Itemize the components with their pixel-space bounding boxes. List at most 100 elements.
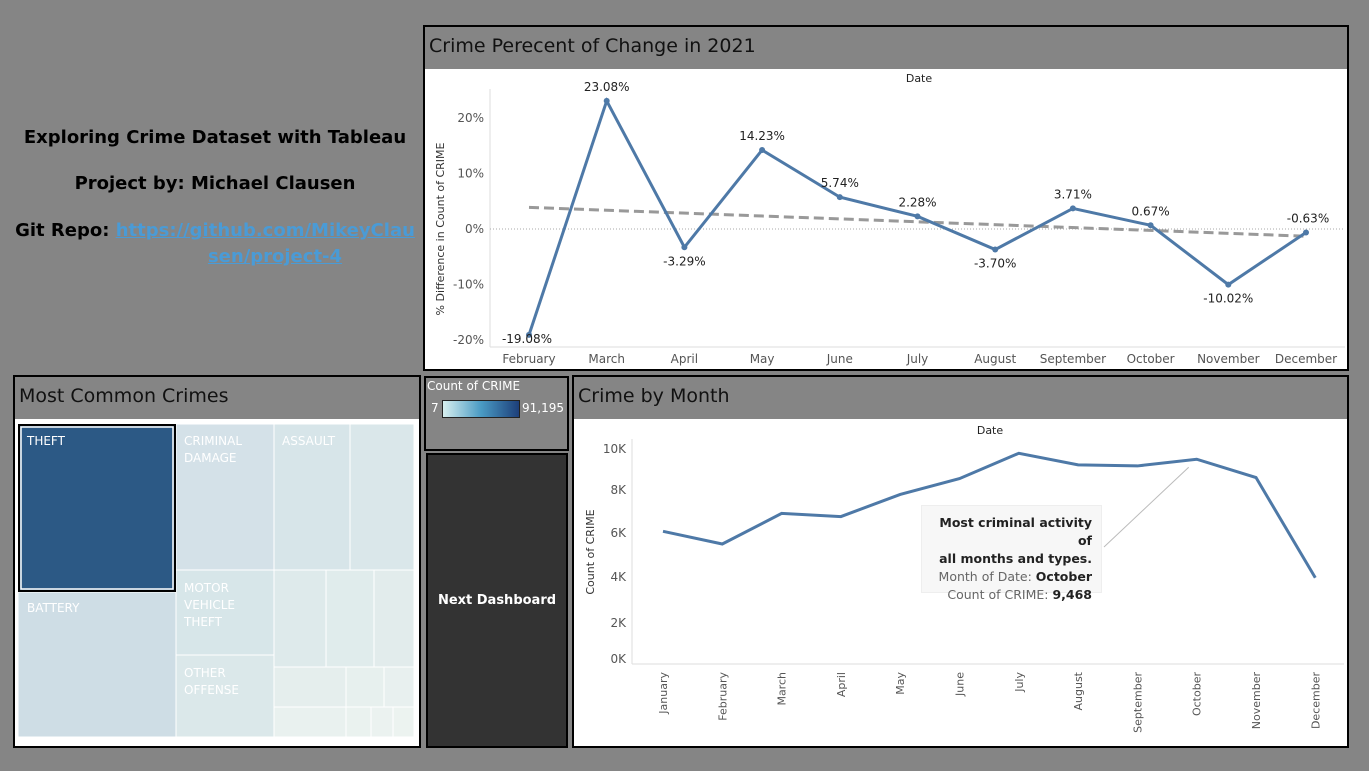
- tooltip-month-key: Month of Date:: [938, 569, 1036, 584]
- tooltip-line1: Most criminal activity of: [939, 515, 1092, 548]
- repo-label: Git Repo:: [15, 220, 116, 241]
- change-y-tick: 20%: [457, 111, 484, 125]
- month-y-tick: 10K: [603, 442, 627, 456]
- change-point: [992, 246, 999, 253]
- treemap-label-battery[interactable]: BATTERY: [27, 601, 80, 615]
- treemap-cell: [273, 706, 347, 738]
- change-y-tick: 0%: [465, 222, 484, 236]
- treemap-cell: [383, 666, 415, 708]
- month-x-tick: March: [776, 672, 789, 706]
- treemap-cell-other-offense: [175, 654, 275, 738]
- legend-title: Count of CRIME: [427, 379, 521, 393]
- change-data-label: -10.02%: [1203, 292, 1253, 306]
- change-data-label: 23.08%: [584, 80, 630, 94]
- tooltip-line2: all months and types.: [939, 551, 1092, 566]
- treemap-cell-motor-vehicle-theft: [175, 569, 275, 656]
- change-data-label: 5.74%: [821, 176, 859, 190]
- month-series-line: [662, 451, 1317, 579]
- change-point: [1147, 222, 1154, 229]
- month-x-tick: February: [716, 672, 729, 721]
- change-y-tick: -10%: [453, 278, 484, 292]
- month-x-tick: July: [1013, 672, 1026, 693]
- change-chart-title: Crime Perecent of Change in 2021: [425, 27, 1347, 69]
- tooltip: Most criminal activity of all months and…: [921, 505, 1102, 602]
- change-x-tick: March: [588, 352, 625, 366]
- next-dashboard-button[interactable]: Next Dashboard: [426, 453, 568, 748]
- month-x-tick: September: [1131, 672, 1144, 733]
- treemap-selection-outline: [18, 424, 176, 592]
- treemap-cell: [273, 569, 327, 668]
- treemap-label-motor-vehicle-theft[interactable]: MOTOR VEHICLE THEFT: [184, 581, 235, 629]
- change-data-label: -19.08%: [502, 332, 552, 346]
- change-x-tick: February: [502, 352, 555, 366]
- change-data-label: -0.63%: [1287, 211, 1329, 225]
- tooltip-connector-line: [1103, 466, 1190, 548]
- change-x-tick: June: [826, 352, 853, 366]
- tooltip-count-key: Count of CRIME:: [947, 587, 1053, 602]
- change-y-tick: -20%: [453, 333, 484, 347]
- treemap-cell-battery: [17, 591, 177, 738]
- month-y-tick: 2K: [610, 616, 627, 630]
- change-x-tick: May: [750, 352, 775, 366]
- change-chart-panel: [423, 25, 1349, 371]
- repo-link[interactable]: https://github.com/MikeyClau: [115, 220, 415, 241]
- tooltip-count-value: 9,468: [1052, 587, 1092, 602]
- month-y-axis-label: Count of CRIME: [584, 509, 597, 594]
- change-axis-top-label: Date: [906, 72, 933, 85]
- repo-link-continued[interactable]: sen/project-4: [207, 246, 343, 267]
- change-y-tick: 10%: [457, 167, 484, 181]
- month-chart-title: Crime by Month: [574, 377, 1347, 419]
- treemap-label-criminal-damage[interactable]: CRIMINAL DAMAGE: [184, 434, 243, 465]
- treemap-title: Most Common Crimes: [15, 377, 419, 419]
- legend-max: 91,195: [522, 401, 564, 415]
- change-data-label: 2.28%: [898, 195, 936, 209]
- tooltip-month-value: October: [1035, 569, 1092, 584]
- change-point: [1069, 205, 1076, 212]
- change-data-label: 0.67%: [1132, 204, 1170, 218]
- change-trend-line: [528, 205, 1307, 238]
- change-point: [526, 331, 532, 338]
- treemap-cell-criminal-damage: [175, 423, 275, 571]
- change-x-tick: November: [1197, 352, 1259, 366]
- change-data-label: -3.70%: [974, 257, 1016, 271]
- treemap-cell: [345, 666, 385, 708]
- month-x-tick: August: [1072, 671, 1085, 710]
- change-point: [836, 194, 843, 201]
- change-data-label: 14.23%: [739, 129, 785, 143]
- change-point: [681, 244, 688, 251]
- month-x-tick: October: [1191, 672, 1204, 716]
- crime-treemap: [17, 423, 415, 738]
- color-legend: Count of CRIME 7 91,195: [424, 376, 569, 451]
- treemap-cell: [345, 706, 372, 738]
- month-axis-top-label: Date: [977, 424, 1004, 437]
- legend-min: 7: [431, 401, 439, 415]
- month-y-tick: 8K: [610, 483, 627, 497]
- treemap-label-assault[interactable]: ASSAULT: [282, 434, 336, 448]
- change-point: [603, 97, 610, 104]
- treemap-label-other-offense[interactable]: OTHER OFFENSE: [184, 666, 240, 697]
- month-x-tick: April: [835, 672, 848, 697]
- author-line: Project by: Michael Clausen: [74, 173, 356, 194]
- change-point: [914, 213, 921, 220]
- change-x-tick: April: [671, 352, 698, 366]
- change-point: [759, 147, 766, 154]
- month-x-tick: May: [894, 672, 907, 695]
- treemap-cell: [349, 423, 415, 571]
- treemap-cell: [273, 666, 347, 708]
- month-line-chart: Date Count of CRIME 10K 8K 6K 4K 2K 0K January Fe…: [584, 424, 1344, 733]
- change-x-tick: October: [1127, 352, 1175, 366]
- change-x-tick: August: [974, 352, 1016, 366]
- treemap-panel: [13, 375, 421, 748]
- treemap-label-theft[interactable]: THEFT: [27, 434, 65, 448]
- change-data-label: 3.71%: [1054, 187, 1092, 201]
- treemap-area: [15, 419, 419, 746]
- treemap-cell: [392, 706, 415, 738]
- dashboard-title: Exploring Crime Dataset with Tableau: [23, 127, 407, 148]
- month-y-tick: 4K: [610, 570, 627, 584]
- change-x-tick: July: [906, 352, 929, 366]
- month-x-tick: December: [1309, 672, 1322, 730]
- change-chart-area: Date % Difference in Count of CRIME 20% 10%…: [425, 69, 1347, 369]
- change-line-chart: Date % Difference in Count of CRIME 20% 10%…: [434, 72, 1345, 366]
- change-data-label: -3.29%: [663, 254, 705, 268]
- month-x-tick: June: [954, 672, 967, 697]
